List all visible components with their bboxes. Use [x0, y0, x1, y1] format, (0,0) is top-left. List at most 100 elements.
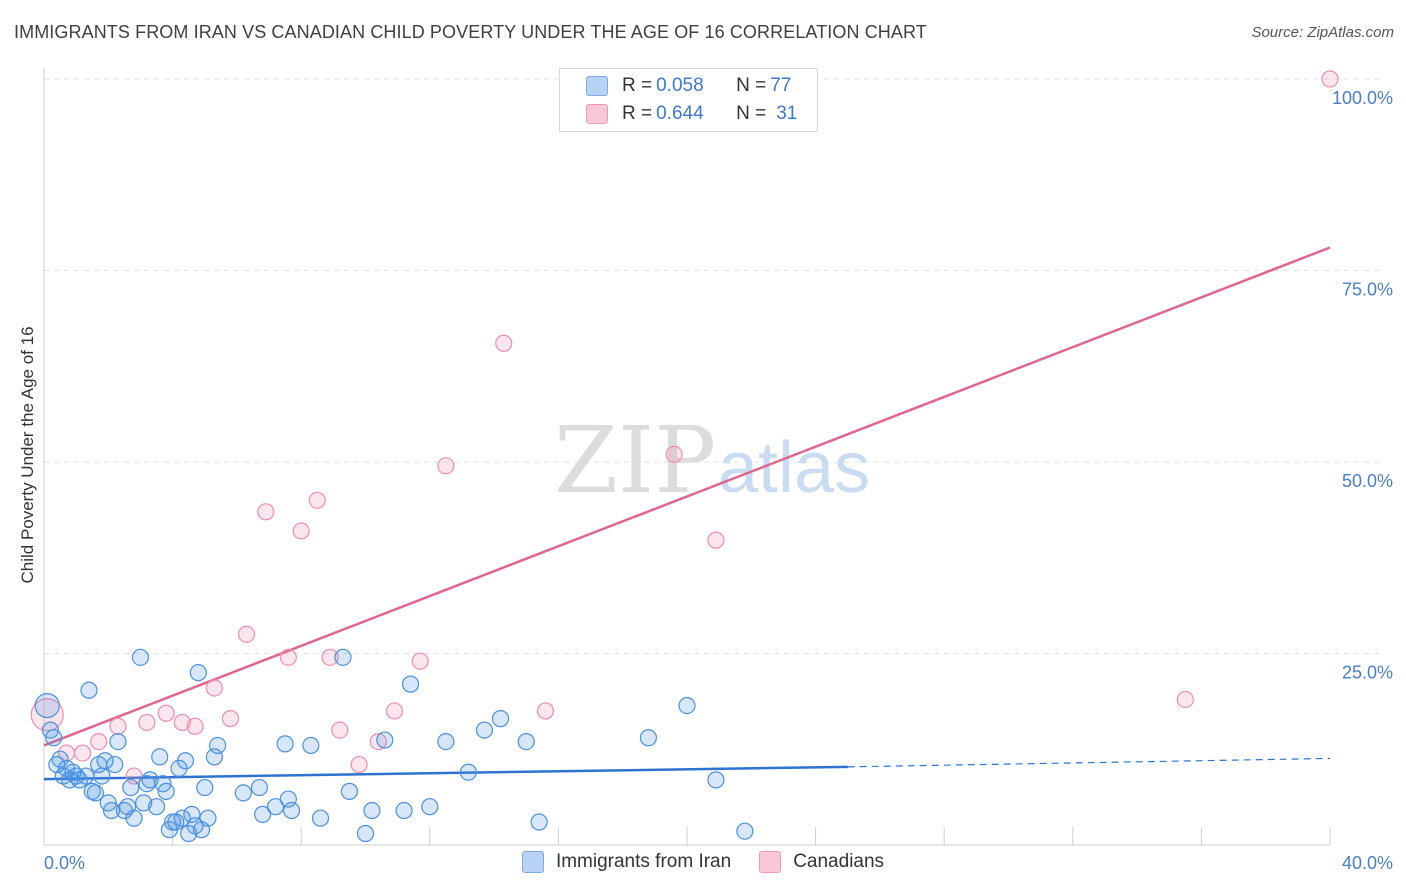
iran-point	[51, 750, 69, 768]
iran-point	[459, 763, 477, 781]
y-tick-label: 25.0%	[1342, 663, 1393, 683]
canada-point	[157, 704, 175, 722]
iran-point	[196, 778, 214, 797]
legend-r-label: R =	[622, 103, 653, 124]
legend-row-iran: R = 0.058 N = 77	[586, 73, 791, 99]
canada-point	[221, 710, 240, 728]
iran-point	[106, 755, 124, 774]
canada-point	[385, 702, 404, 720]
canada-point	[1321, 70, 1339, 88]
iran-point	[363, 801, 381, 820]
iran-point	[77, 767, 95, 785]
canada-point	[205, 679, 223, 697]
trend-line-canada	[43, 246, 1331, 747]
canada-point	[237, 625, 256, 643]
iran-point	[122, 778, 140, 797]
stats-legend: R = 0.058 N = 77 R = 0.644 N = 31	[559, 68, 818, 132]
watermark-zip: ZIP	[554, 407, 716, 514]
iran-point	[234, 784, 252, 802]
watermark-atlas: atlas	[718, 428, 870, 508]
canada-point	[30, 698, 64, 732]
iran-point	[639, 729, 658, 747]
iran-point	[209, 736, 227, 755]
iran-point	[311, 809, 330, 827]
iran-point	[109, 732, 127, 751]
iran-point	[254, 805, 272, 823]
canada-point	[109, 717, 127, 735]
canada-point	[665, 445, 683, 463]
iran-point	[141, 771, 159, 789]
y-tick-label: 75.0%	[1342, 280, 1393, 300]
legend-label-canada: Canadians	[793, 851, 885, 872]
canada-point	[321, 648, 339, 666]
iran-point	[189, 664, 207, 682]
legend-item-iran[interactable]: Immigrants from Iran	[521, 851, 732, 873]
legend-swatch-canada	[586, 104, 608, 124]
canada-point	[411, 652, 429, 670]
canada-point	[73, 744, 92, 762]
canada-point	[90, 732, 108, 751]
legend-swatch-canada	[759, 851, 782, 873]
iran-point	[340, 782, 359, 800]
legend-r-value: 0.644	[656, 103, 704, 124]
canada-point	[350, 755, 368, 774]
iran-point	[80, 681, 98, 699]
iran-point	[475, 721, 494, 739]
canada-point	[1176, 690, 1194, 709]
y-tick-label: 100.0%	[1332, 88, 1393, 108]
iran-point	[266, 798, 285, 816]
trend-line-iran	[43, 765, 848, 781]
iran-point	[491, 710, 510, 728]
canada-point	[173, 713, 191, 732]
iran-point	[276, 735, 294, 753]
y-tick-label: 50.0%	[1342, 471, 1393, 491]
iran-point	[125, 809, 143, 827]
iran-point	[135, 794, 153, 812]
iran-point	[395, 801, 413, 820]
canada-point	[495, 334, 513, 352]
legend-label-iran: Immigrants from Iran	[555, 851, 732, 872]
canada-point	[138, 713, 156, 732]
x-tick-label: 40.0%	[1342, 853, 1393, 873]
iran-point	[437, 732, 455, 751]
canada-point	[308, 491, 326, 509]
iran-point	[707, 771, 725, 789]
canada-point	[186, 717, 204, 735]
watermark: ZIP atlas	[554, 407, 870, 514]
iran-point	[334, 648, 352, 666]
iran-point	[176, 752, 195, 770]
iran-point	[147, 798, 166, 816]
axes	[43, 68, 1331, 846]
series-canadians	[30, 70, 1339, 785]
iran-point	[86, 784, 105, 802]
legend-row-canada: R = 0.644 N = 31	[586, 101, 797, 127]
legend-n-label: N =	[736, 75, 767, 96]
trend-iran	[43, 757, 1331, 781]
x-tick-label: 0.0%	[44, 853, 85, 873]
canada-point	[369, 732, 387, 751]
iran-point	[678, 696, 696, 715]
legend-n-label: N =	[736, 103, 767, 124]
trend-canada	[43, 246, 1331, 747]
legend-n-value: 77	[770, 75, 792, 96]
iran-point	[421, 798, 439, 816]
legend-item-canada[interactable]: Canadians	[759, 851, 884, 873]
trend-line-iran-extension	[847, 757, 1331, 768]
iran-point	[530, 813, 548, 831]
iran-point	[282, 801, 301, 820]
iran-point	[199, 809, 217, 827]
iran-point	[376, 731, 394, 749]
legend-r-label: R =	[622, 75, 653, 96]
canada-point	[279, 648, 297, 666]
tick-labels: 25.0% 50.0% 75.0% 100.0% 0.0% 40.0%	[44, 88, 1393, 873]
iran-point	[131, 648, 150, 666]
iran-point	[173, 809, 191, 827]
iran-point	[102, 801, 121, 820]
iran-point	[34, 692, 60, 719]
canada-point	[536, 702, 555, 720]
chart-title: IMMIGRANTS FROM IRAN VS CANADIAN CHILD P…	[14, 22, 927, 42]
gridlines	[44, 78, 1380, 654]
legend-r-value: 0.058	[656, 75, 704, 96]
canada-point	[331, 721, 349, 739]
